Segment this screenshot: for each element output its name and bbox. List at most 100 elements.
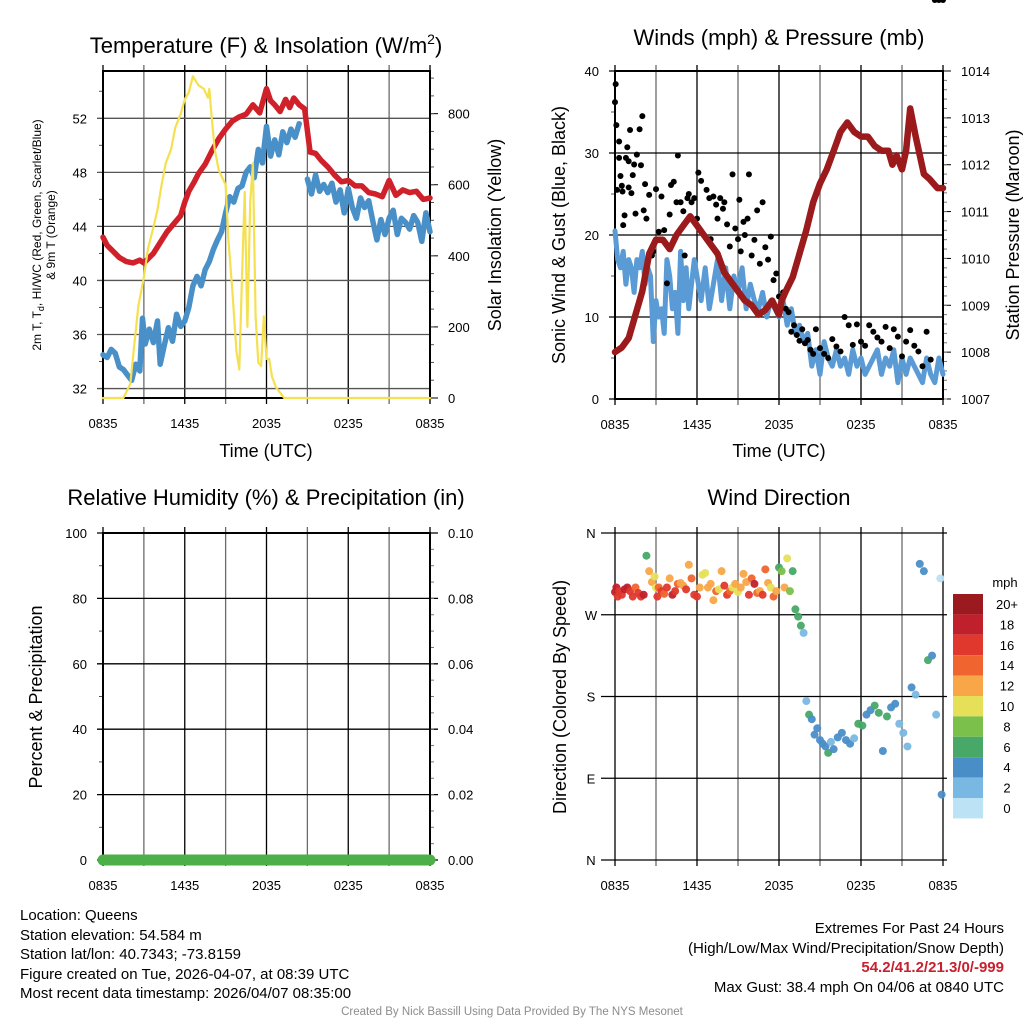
y-tick-label: 30 <box>585 146 599 161</box>
gust-point <box>754 207 761 214</box>
wind-direction-point <box>799 628 808 637</box>
wind-speed-legend-title: mph <box>992 575 1017 590</box>
y2-tick-label: 0.00 <box>448 853 473 868</box>
wind-direction-point <box>937 790 946 799</box>
gust-point <box>862 342 869 349</box>
latlon-text: Station lat/lon: 40.7343; -73.8159 <box>20 946 242 963</box>
gust-point <box>663 280 670 287</box>
gust-point <box>624 144 631 151</box>
wind-direction-point <box>639 590 648 599</box>
wind-direction-point <box>642 551 651 560</box>
x-tick-label: 2035 <box>765 417 794 432</box>
wind-direction-point <box>750 579 759 588</box>
gust-point <box>614 186 621 193</box>
gust-point <box>845 322 852 329</box>
gust-point <box>849 341 856 348</box>
y2-tick-label: 0.04 <box>448 722 473 737</box>
gust-point <box>680 208 687 215</box>
legend-swatch <box>953 716 983 737</box>
legend-swatch <box>953 696 983 717</box>
gust-point <box>677 199 684 206</box>
gust-point <box>940 0 946 3</box>
gust-point <box>612 99 618 106</box>
y-tick-label: 40 <box>73 273 87 288</box>
y2-tick-label: 200 <box>448 320 470 335</box>
gust-point <box>710 193 717 200</box>
wind-direction-point <box>837 728 846 737</box>
wind-direction-point <box>706 579 715 588</box>
y2-tick-label: 0.06 <box>448 657 473 672</box>
humidity-ylabel: Percent & Precipitation <box>26 605 46 788</box>
gust-point <box>698 177 705 184</box>
gust-point <box>773 270 780 277</box>
wind-direction-point <box>878 747 887 755</box>
y-tick-label: 48 <box>73 165 87 180</box>
gust-point <box>756 260 763 267</box>
gust-point <box>927 356 934 363</box>
gust-point <box>841 314 848 320</box>
wind_direction-plot: 0835 1435 2035 0235 0835 N E S W N 20+ 18 16 14 12 10 8 6… <box>585 526 1018 893</box>
elevation-text: Station elevation: 54.584 m <box>20 926 202 944</box>
gust-point <box>721 199 728 206</box>
wind-direction-point <box>791 605 800 614</box>
gust-point <box>821 350 828 357</box>
y2-tick-label: 1012 <box>961 158 990 173</box>
gust-point <box>655 228 662 235</box>
gust-point <box>837 348 844 355</box>
y2-tick-label: 1007 <box>961 392 990 407</box>
gust-point <box>785 309 792 316</box>
insolation-ylabel: Solar Insolation (Yellow) <box>485 139 505 331</box>
wind-direction-point <box>907 683 916 692</box>
gust-point <box>714 215 721 222</box>
extremes-title: Extremes For Past 24 Hours <box>814 920 1004 937</box>
wind-direction-point <box>739 569 748 578</box>
gust-point <box>829 336 836 343</box>
wind-direction-point <box>850 734 859 743</box>
gust-point <box>812 326 819 333</box>
y-tick-label: 100 <box>65 526 87 541</box>
figure-created-text: Figure created on Tue, 2026-04-07, at 08… <box>20 965 350 983</box>
gust-point <box>616 154 623 161</box>
wind-direction-point <box>687 574 696 583</box>
legend-label: 20+ <box>996 597 1018 612</box>
gust-point <box>653 186 659 193</box>
gust-point <box>736 196 743 203</box>
gust-point <box>637 162 644 169</box>
gust-point <box>744 215 751 222</box>
gust-point <box>878 338 885 345</box>
gust-point <box>625 158 632 165</box>
gust-point <box>640 207 647 214</box>
gust-point <box>907 327 914 334</box>
winds-xlabel: Time (UTC) <box>732 441 825 461</box>
legend-swatch <box>953 655 983 676</box>
y-tick-label: 44 <box>73 219 87 234</box>
wind-direction-point <box>919 567 928 576</box>
station-info: Location: Queens Station elevation: 54.5… <box>20 906 351 1004</box>
winds-ylabel: Sonic Wind & Gust (Blue, Black) <box>549 106 569 364</box>
gust-point <box>661 227 668 234</box>
series-dewpoint-hi-wc-blue- <box>100 120 302 384</box>
legend-label: 4 <box>1003 760 1010 775</box>
wind-direction-point <box>911 690 920 699</box>
gust-point <box>703 186 710 193</box>
latest-data-text: Most recent data timestamp: 2026/04/07 0… <box>20 985 352 1002</box>
wind-direction-point <box>684 560 693 569</box>
gust-point <box>735 236 741 243</box>
x-tick-label: 0835 <box>416 878 445 893</box>
y2-tick-label: 1014 <box>961 64 990 79</box>
gust-point <box>639 113 646 120</box>
series-solar-insolation <box>101 75 432 400</box>
extremes-info: Extremes For Past 24 Hours (High/Low/Max… <box>688 919 1004 997</box>
wind-direction-point <box>665 574 674 583</box>
gust-point <box>870 328 877 335</box>
gust-point <box>673 199 680 206</box>
gust-point <box>643 215 650 222</box>
y-tick-label: 80 <box>73 591 87 606</box>
gust-point <box>618 182 625 189</box>
legend-swatch <box>953 594 983 615</box>
x-tick-label: 1435 <box>170 878 199 893</box>
gust-point <box>621 212 628 219</box>
gust-point <box>796 337 803 344</box>
wind-direction-point <box>895 719 904 728</box>
legend-label: 14 <box>1000 658 1014 673</box>
